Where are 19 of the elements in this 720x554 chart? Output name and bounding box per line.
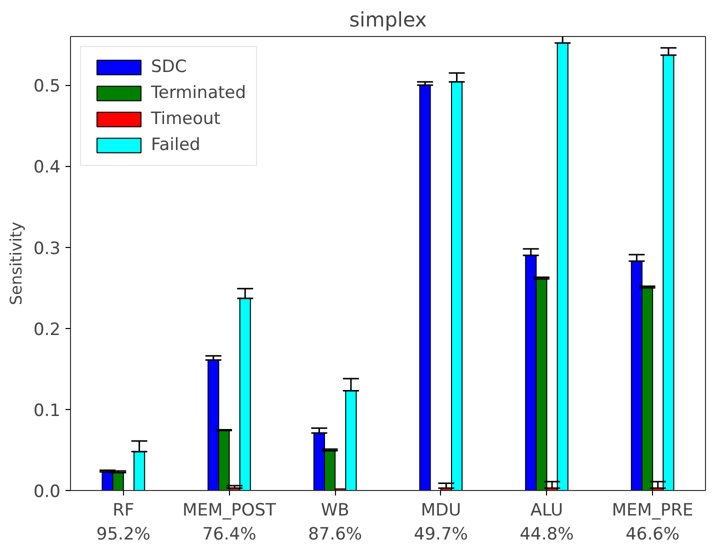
x-tick-label: MEM_PRE 46.6% — [612, 500, 694, 544]
x-tick-label: RF 95.2% — [96, 500, 150, 544]
x-tick-label: MDU 49.7% — [414, 500, 468, 544]
y-tick-label: 0.4 — [33, 158, 61, 178]
legend-label: Timeout — [151, 109, 220, 129]
x-tick-label: WB 87.6% — [308, 500, 362, 544]
y-axis-title: Sensitivity — [6, 222, 26, 306]
bar — [419, 84, 431, 490]
legend-label: Failed — [151, 135, 200, 155]
legend-label: Terminated — [151, 83, 246, 103]
y-tick-label: 0.1 — [33, 400, 61, 421]
y-tick-label: 0.5 — [33, 76, 61, 97]
x-tick-label: MEM_POST 76.4% — [182, 500, 277, 544]
x-tick-label: ALU 44.8% — [520, 500, 574, 544]
y-tick-label: 0.0 — [33, 482, 61, 502]
y-tick-label: 0.3 — [33, 238, 61, 259]
chart-title: simplex — [349, 8, 427, 32]
y-tick-label: 0.2 — [33, 320, 61, 340]
legend-label: SDC — [151, 57, 187, 77]
